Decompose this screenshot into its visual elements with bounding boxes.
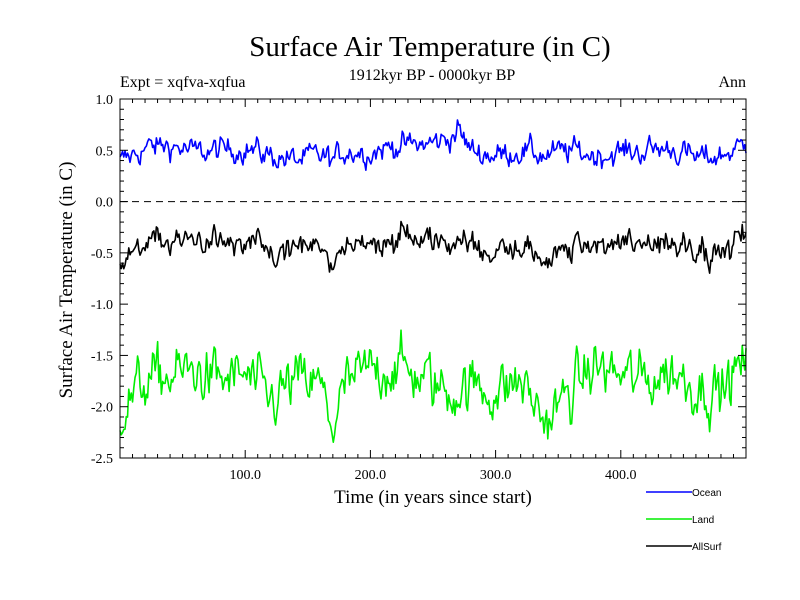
y-tick-label: -2.0 xyxy=(91,401,113,416)
legend-label-land: Land xyxy=(692,515,714,526)
y-tick-label: 1.0 xyxy=(96,93,114,108)
legend-label-allsurf: AllSurf xyxy=(692,542,722,553)
series-line-allsurf xyxy=(119,220,747,274)
legend-label-ocean: Ocean xyxy=(692,488,721,499)
y-tick-label: -1.0 xyxy=(91,298,113,313)
plot-area xyxy=(119,119,747,443)
y-axis-label: Surface Air Temperature (in C) xyxy=(56,162,77,399)
x-tick-label: 200.0 xyxy=(355,468,387,483)
legend: Ocean Land AllSurf xyxy=(646,488,722,553)
series-line-land xyxy=(119,329,747,443)
y-tick-label: -0.5 xyxy=(91,247,113,262)
y-tick-label: 0.0 xyxy=(96,196,114,211)
x-tick-label: 300.0 xyxy=(480,468,512,483)
axes: 1.0 0.5 0.0 -0.5 -1.0 -1.5 -2.0 -2.5 100.0 200.0 3… xyxy=(91,93,747,483)
y-tick-label: 0.5 xyxy=(96,144,114,159)
series-line-ocean xyxy=(119,119,747,172)
x-axis-label: Time (in years since start) xyxy=(334,487,532,508)
season-label: Ann xyxy=(718,74,746,91)
x-tick-label: 400.0 xyxy=(605,468,637,483)
y-tick-label: -2.5 xyxy=(91,452,113,467)
chart-subtitle: 1912kyr BP - 0000kyr BP xyxy=(349,67,516,84)
x-tick-label: 100.0 xyxy=(229,468,261,483)
chart-title: Surface Air Temperature (in C) xyxy=(249,31,610,63)
y-tick-label: -1.5 xyxy=(91,349,113,364)
experiment-label: Expt = xqfva-xqfua xyxy=(120,74,245,91)
